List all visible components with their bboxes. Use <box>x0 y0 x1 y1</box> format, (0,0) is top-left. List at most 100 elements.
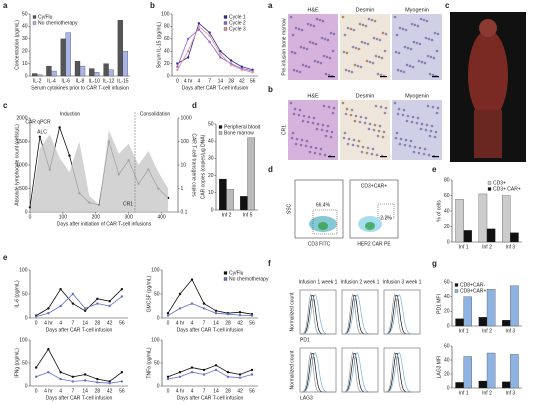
x-tick-label: IL-2 <box>33 78 42 84</box>
y-tick-label: 20 <box>444 309 450 315</box>
point <box>186 50 190 53</box>
panel-label: a <box>268 1 273 10</box>
gate-value: 66.4% <box>316 202 331 208</box>
cell <box>345 51 349 55</box>
bar <box>510 285 519 327</box>
bar <box>239 196 248 211</box>
cell <box>331 49 335 53</box>
point <box>240 65 244 68</box>
bar <box>117 20 124 77</box>
scale-bar <box>432 156 439 158</box>
cell <box>344 112 348 116</box>
point <box>238 313 242 317</box>
cell <box>364 116 368 120</box>
gate-title: CD3+CAR+ <box>361 183 387 189</box>
cell <box>292 68 296 72</box>
cell <box>297 113 301 117</box>
scale-bar <box>380 76 387 78</box>
bar <box>122 51 129 77</box>
cell <box>420 60 424 64</box>
cell <box>307 115 311 119</box>
cell <box>324 134 328 138</box>
x-tick-label: 4 hr <box>184 78 193 84</box>
histogram-title: Infusion 3 week 1 <box>383 279 422 285</box>
point <box>59 304 62 308</box>
point <box>83 307 87 310</box>
point <box>202 307 206 310</box>
cell <box>294 142 298 146</box>
cell <box>422 18 426 22</box>
cell <box>412 40 416 44</box>
cell <box>405 119 409 123</box>
y-label: Absolute lymphocyte count (cells/µL) <box>14 124 20 206</box>
cell <box>353 63 357 67</box>
cell <box>420 122 424 126</box>
cell <box>357 139 361 143</box>
histology-image <box>288 14 338 80</box>
point <box>219 50 222 53</box>
x-label: Days after CAR T-cell infusion <box>177 395 244 401</box>
cell <box>325 55 329 59</box>
cell <box>306 120 310 124</box>
cell <box>415 41 419 45</box>
bar <box>478 193 488 243</box>
y-tick-label: 1000 <box>16 162 27 168</box>
line <box>167 303 253 316</box>
y-tick-label: 50 <box>22 291 28 297</box>
point <box>226 312 230 316</box>
x-tick-label: 0 <box>29 214 32 220</box>
x-tick-label: 4 <box>59 388 62 394</box>
cell <box>415 121 419 125</box>
y-tick-label: 0 <box>447 323 450 329</box>
cell <box>406 46 410 50</box>
point <box>166 375 170 378</box>
y2-label: CAR T-cell transgene copies <box>191 133 197 197</box>
cell <box>427 153 431 157</box>
cell <box>298 108 302 112</box>
cell <box>416 116 420 120</box>
y-label: TNFa (pg/mL) <box>146 347 152 378</box>
cell <box>374 54 378 58</box>
y-tick-label: 40 <box>444 294 450 300</box>
cell <box>304 144 308 148</box>
cell <box>342 136 346 140</box>
cell <box>371 61 375 65</box>
x-tick-label: 28 <box>95 320 101 326</box>
legend-label: Cycle 1 <box>229 14 246 20</box>
x-tick-label: IL-6 <box>61 78 70 84</box>
cell <box>429 129 433 133</box>
y-tick-label: 2000 <box>16 115 27 121</box>
y-tick-label: 100 <box>19 267 28 273</box>
point <box>226 371 230 374</box>
cell <box>359 65 363 69</box>
cell <box>436 106 440 110</box>
point <box>178 375 182 378</box>
column-label: H&E <box>307 93 319 99</box>
point <box>166 312 170 315</box>
cell <box>423 61 427 65</box>
point <box>214 364 218 367</box>
cell <box>398 142 402 146</box>
cell <box>308 40 312 44</box>
cell <box>358 120 362 124</box>
x-tick-label: 14 <box>213 320 219 326</box>
cell <box>416 24 420 28</box>
cell <box>422 152 426 156</box>
histology-image <box>392 100 442 160</box>
flow-gate <box>312 209 338 235</box>
cell <box>380 56 384 60</box>
y-tick-label: 0 <box>211 207 214 213</box>
cell <box>345 107 349 111</box>
histogram-curve <box>342 293 378 335</box>
bar <box>510 232 519 243</box>
cell <box>323 153 327 157</box>
cell <box>428 72 432 76</box>
histogram-curve <box>384 351 420 393</box>
cell <box>329 135 333 139</box>
cell <box>315 17 319 21</box>
point <box>34 375 38 378</box>
cell <box>404 138 408 142</box>
histogram-title: Infusion 2 week 1 <box>341 279 380 285</box>
x-tick-label: 56 <box>250 78 256 84</box>
y-tick-label: 0 <box>447 239 450 245</box>
